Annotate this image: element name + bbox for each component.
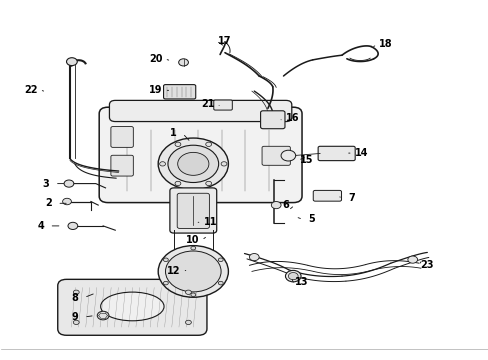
Circle shape — [64, 180, 74, 187]
Circle shape — [221, 162, 226, 166]
Circle shape — [190, 246, 195, 250]
Text: 15: 15 — [300, 155, 313, 165]
Circle shape — [158, 246, 228, 297]
Text: 21: 21 — [201, 99, 214, 109]
Text: 2: 2 — [45, 198, 52, 208]
Circle shape — [249, 253, 259, 261]
Text: 14: 14 — [354, 148, 367, 158]
Circle shape — [285, 270, 301, 282]
Text: 22: 22 — [24, 85, 38, 95]
Circle shape — [167, 145, 218, 183]
Circle shape — [218, 281, 223, 285]
Circle shape — [271, 202, 281, 209]
Circle shape — [178, 59, 188, 66]
Circle shape — [73, 320, 79, 324]
Circle shape — [175, 181, 181, 185]
FancyBboxPatch shape — [163, 85, 195, 99]
Circle shape — [97, 311, 109, 320]
Text: 16: 16 — [285, 113, 299, 123]
Circle shape — [205, 181, 211, 185]
Circle shape — [175, 142, 181, 147]
FancyBboxPatch shape — [111, 155, 133, 176]
Text: 6: 6 — [282, 200, 289, 210]
Circle shape — [177, 152, 208, 175]
Circle shape — [288, 273, 298, 280]
FancyBboxPatch shape — [177, 193, 209, 228]
Text: 4: 4 — [37, 221, 44, 231]
Text: 13: 13 — [295, 277, 308, 287]
Circle shape — [158, 138, 228, 190]
Text: 12: 12 — [167, 266, 180, 276]
FancyBboxPatch shape — [99, 107, 302, 203]
Circle shape — [68, 222, 78, 229]
FancyBboxPatch shape — [260, 111, 285, 129]
Text: 17: 17 — [218, 36, 231, 46]
FancyBboxPatch shape — [111, 127, 133, 147]
FancyBboxPatch shape — [169, 188, 216, 233]
Text: 5: 5 — [308, 215, 315, 224]
FancyBboxPatch shape — [262, 146, 290, 165]
Text: 18: 18 — [378, 40, 392, 49]
Text: 8: 8 — [72, 293, 79, 303]
Circle shape — [163, 258, 168, 262]
FancyBboxPatch shape — [109, 100, 291, 122]
Text: 20: 20 — [149, 54, 162, 64]
Text: 11: 11 — [203, 217, 217, 227]
FancyBboxPatch shape — [58, 279, 206, 335]
Circle shape — [281, 150, 295, 161]
Circle shape — [205, 142, 211, 147]
FancyBboxPatch shape — [213, 100, 232, 110]
FancyBboxPatch shape — [318, 146, 354, 161]
Circle shape — [165, 251, 221, 292]
FancyBboxPatch shape — [313, 190, 341, 201]
Text: 1: 1 — [170, 129, 177, 138]
Circle shape — [190, 293, 195, 297]
Text: 23: 23 — [420, 260, 433, 270]
Circle shape — [407, 256, 417, 263]
Text: 7: 7 — [347, 193, 354, 203]
Circle shape — [73, 290, 79, 294]
Circle shape — [62, 198, 71, 205]
Text: 9: 9 — [72, 312, 79, 322]
Circle shape — [159, 162, 165, 166]
Circle shape — [185, 320, 191, 324]
Text: 3: 3 — [42, 179, 49, 189]
Ellipse shape — [101, 292, 163, 321]
Text: 19: 19 — [149, 85, 162, 95]
Circle shape — [163, 281, 168, 285]
Circle shape — [185, 290, 191, 294]
Circle shape — [218, 258, 223, 262]
Text: 10: 10 — [185, 235, 199, 245]
Circle shape — [66, 58, 77, 66]
